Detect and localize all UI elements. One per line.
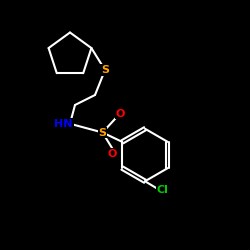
Text: S: S: [101, 65, 109, 75]
Text: HN: HN: [54, 119, 73, 129]
Text: O: O: [108, 149, 117, 159]
Text: O: O: [115, 109, 125, 119]
Text: Cl: Cl: [156, 185, 168, 195]
Text: S: S: [98, 128, 106, 138]
